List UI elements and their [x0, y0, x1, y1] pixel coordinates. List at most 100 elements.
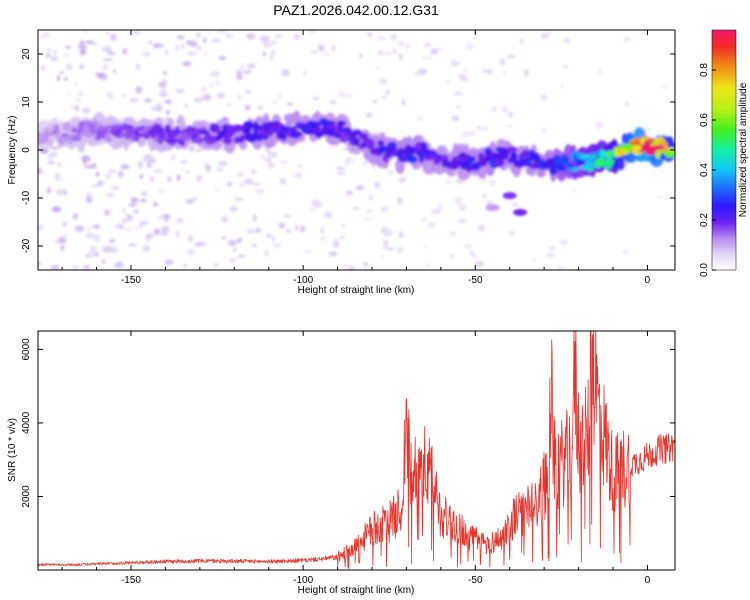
heatmap-speckle	[108, 93, 115, 100]
heatmap-x-label: Height of straight line (km)	[298, 285, 415, 296]
heatmap-speckle	[438, 47, 442, 51]
heatmap-y-tick-label: 20	[21, 48, 32, 60]
heatmap-speckle	[266, 233, 272, 239]
heatmap-speckle	[110, 34, 117, 41]
heatmap-speckle	[508, 230, 515, 236]
heatmap-speckle	[154, 228, 160, 236]
heatmap-speckle	[156, 44, 165, 48]
heatmap-speckle	[469, 251, 474, 256]
heatmap-speckle	[47, 152, 54, 160]
heatmap-speckle	[398, 231, 405, 239]
heatmap-ridge-core	[45, 138, 54, 146]
heatmap-speckle	[355, 184, 365, 191]
heatmap-speckle	[122, 219, 126, 223]
heatmap-speckle	[121, 94, 126, 97]
heatmap-speckle	[332, 241, 340, 248]
heatmap-speckle	[81, 155, 91, 163]
heatmap-side-patch	[513, 208, 528, 216]
snr-x-tick-label: -100	[293, 575, 313, 586]
colorbar: 0.0 0.2 0.4 0.6 0.8 Normalized spectral ampl…	[699, 29, 749, 277]
heatmap-speckle	[72, 212, 79, 221]
heatmap-speckle	[376, 36, 386, 41]
heatmap-speckle	[397, 197, 403, 205]
heatmap-speckle	[91, 246, 99, 250]
heatmap-speckle	[397, 40, 405, 47]
heatmap-speckle	[170, 154, 176, 161]
heatmap-speckle	[491, 106, 498, 113]
heatmap-speckle	[195, 175, 203, 182]
heatmap-ridge-core	[62, 121, 71, 132]
heatmap-speckle	[535, 147, 543, 151]
heatmap-speckle	[102, 63, 109, 71]
heatmap-speckle	[396, 246, 403, 254]
heatmap-ridge-core	[52, 128, 60, 135]
heatmap-speckle	[77, 45, 88, 49]
heatmap-speckle	[47, 160, 56, 165]
heatmap-speckle	[53, 50, 57, 54]
heatmap-speckle	[236, 237, 242, 244]
heatmap-speckle	[249, 170, 257, 174]
heatmap-speckle	[450, 253, 454, 259]
heatmap-speckle	[214, 188, 220, 191]
heatmap-speckle	[465, 43, 474, 50]
heatmap-speckle	[312, 96, 320, 100]
heatmap-speckle	[383, 239, 389, 247]
heatmap-ridge-core	[58, 136, 67, 143]
heatmap-speckle	[63, 222, 67, 227]
heatmap-speckle	[139, 199, 147, 203]
heatmap-speckle	[184, 103, 188, 109]
heatmap-speckle	[556, 265, 565, 270]
heatmap-speckle	[451, 115, 460, 122]
heatmap-speckle	[61, 233, 69, 237]
heatmap-speckle	[372, 99, 378, 104]
heatmap-speckle	[235, 69, 244, 76]
heatmap-speckle	[150, 176, 154, 182]
heatmap-ridge-core	[167, 129, 178, 138]
heatmap-speckle	[141, 190, 148, 197]
heatmap-speckle	[82, 107, 91, 114]
heatmap-speckle	[79, 63, 84, 70]
heatmap-y-tick-label: 0	[21, 147, 32, 153]
colorbar-tick-label: 0.8	[699, 63, 710, 77]
heatmap-speckle	[365, 112, 373, 118]
heatmap-speckle	[482, 193, 487, 199]
heatmap-speckle	[540, 32, 549, 40]
heatmap-speckle	[323, 211, 333, 219]
heatmap-ridge-halo	[616, 158, 626, 171]
heatmap-speckle	[398, 53, 404, 61]
heatmap-speckle	[252, 214, 257, 222]
heatmap-speckle	[244, 178, 254, 185]
heatmap-ridge-core	[494, 159, 505, 167]
snr-axes: -150 -100 -50 0 2000 4000 6000	[21, 331, 675, 586]
heatmap-ridge-core	[167, 135, 177, 146]
heatmap-speckle	[57, 75, 61, 82]
heatmap-speckle	[273, 99, 277, 105]
heatmap-speckle	[122, 48, 128, 55]
heatmap-speckle	[58, 236, 67, 244]
heatmap-speckle	[340, 90, 344, 98]
snr-y-tick-label: 4000	[21, 411, 32, 434]
heatmap-ridge-core	[326, 124, 338, 129]
heatmap-ridge-core	[354, 137, 361, 147]
heatmap-speckle	[161, 79, 167, 87]
heatmap-speckle	[501, 106, 509, 113]
heatmap-ridge-halo	[496, 139, 508, 149]
heatmap-speckle	[265, 157, 272, 163]
heatmap-speckle	[388, 247, 395, 251]
heatmap-speckle	[341, 223, 345, 228]
snr-y-label: SNR (10 * v/v)	[7, 418, 18, 482]
heatmap-speckle	[294, 224, 299, 232]
snr-frame	[37, 330, 676, 571]
heatmap-speckle	[113, 69, 117, 73]
heatmap-speckle	[414, 70, 420, 78]
heatmap-speckle	[97, 180, 105, 186]
heatmap-speckle	[335, 166, 345, 171]
heatmap-speckle	[158, 189, 164, 194]
heatmap-speckle	[204, 162, 209, 170]
heatmap-ridge-core	[502, 150, 511, 156]
heatmap-speckle	[246, 33, 255, 40]
heatmap-speckle	[428, 55, 432, 60]
heatmap-speckle	[71, 265, 80, 269]
heatmap-speckle	[139, 223, 143, 228]
